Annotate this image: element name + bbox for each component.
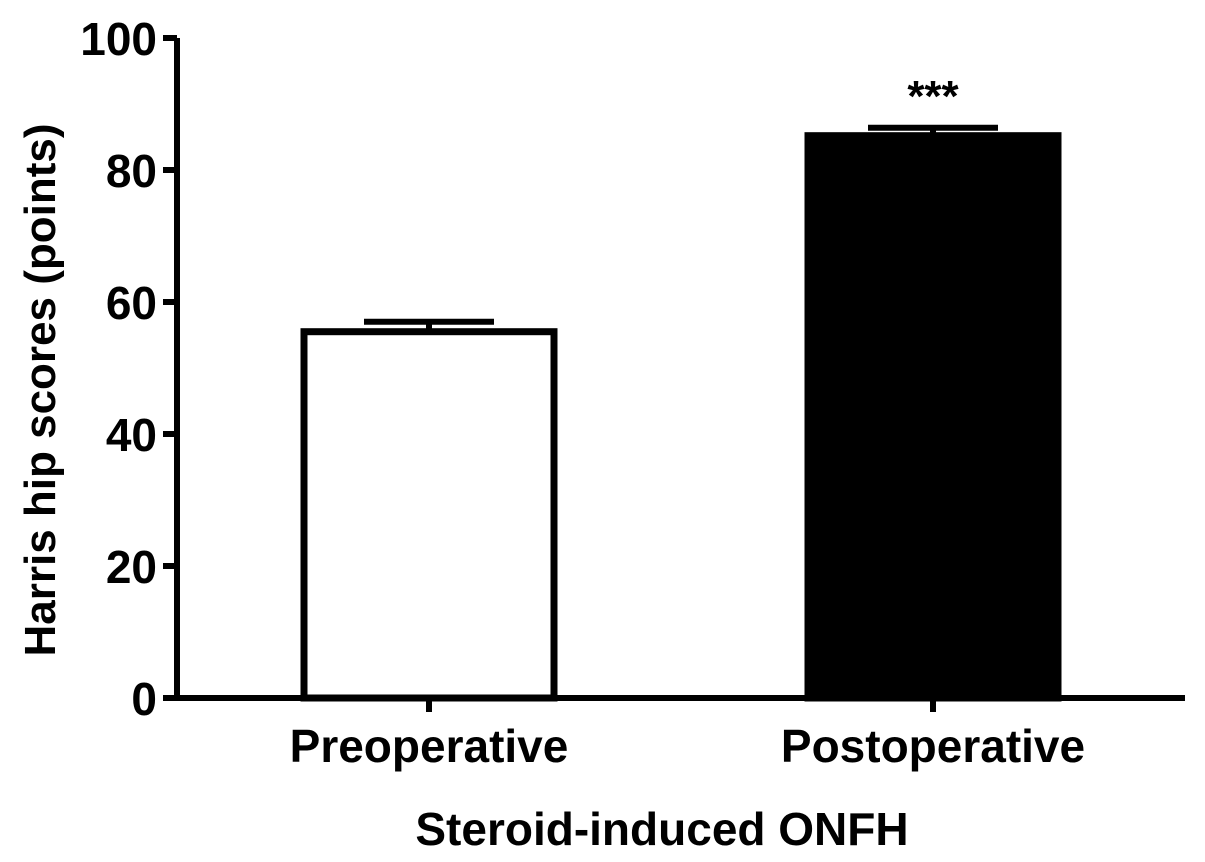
significance-label: *** bbox=[907, 72, 959, 121]
y-tick-label: 60 bbox=[106, 277, 157, 329]
y-tick-label: 80 bbox=[106, 145, 157, 197]
x-axis-title: Steroid-induced ONFH bbox=[415, 803, 908, 855]
y-tick-label: 20 bbox=[106, 541, 157, 593]
y-tick-label: 100 bbox=[80, 13, 157, 65]
bar-postoperative bbox=[804, 132, 1062, 702]
bar-preoperative bbox=[300, 328, 558, 702]
x-tick-label: Postoperative bbox=[781, 720, 1085, 772]
x-tick-label: Preoperative bbox=[290, 720, 569, 772]
y-axis-ticks: 0 20 40 60 80 100 bbox=[80, 13, 177, 725]
y-tick-label: 40 bbox=[106, 409, 157, 461]
x-axis-ticks: Preoperative Postoperative bbox=[290, 698, 1085, 772]
bars: *** bbox=[300, 72, 1062, 702]
y-tick-label: 0 bbox=[131, 673, 157, 725]
y-axis-title: Harris hip scores (points) bbox=[16, 123, 65, 656]
